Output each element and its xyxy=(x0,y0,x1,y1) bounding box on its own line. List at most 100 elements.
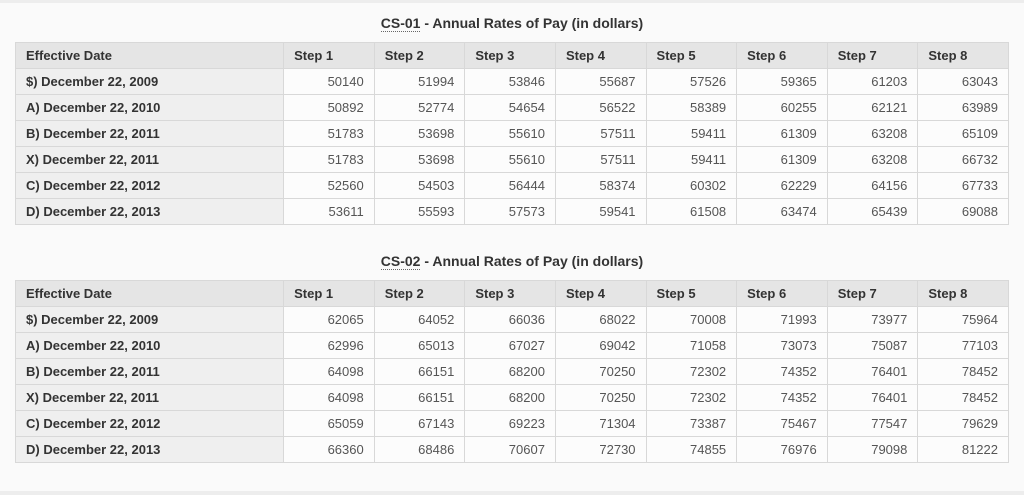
pay-rate-value: 68486 xyxy=(373,436,466,463)
effective-date-label: C) December 22, 2012 xyxy=(14,410,285,437)
pay-rate-value: 63208 xyxy=(826,120,919,147)
classification-abbr: CS-01 xyxy=(380,15,421,32)
pay-rate-value: 72730 xyxy=(554,436,647,463)
step-column-header: Step 2 xyxy=(373,280,466,307)
effective-date-label: X) December 22, 2011 xyxy=(14,384,285,411)
pay-rate-value: 62229 xyxy=(736,172,828,199)
pay-rate-value: 74352 xyxy=(736,384,828,411)
pay-rate-value: 55610 xyxy=(464,146,556,173)
step-column-header: Step 2 xyxy=(373,42,466,69)
pay-rate-value: 75964 xyxy=(917,306,1009,333)
table-row: A) December 22, 2010 62996 65013 67027 69042… xyxy=(14,332,1009,359)
pay-rate-value: 52560 xyxy=(283,172,375,199)
pay-rate-value: 71304 xyxy=(554,410,647,437)
pay-rate-value: 57511 xyxy=(554,146,647,173)
page-container: CS-01 - Annual Rates of Pay (in dollars)… xyxy=(0,3,1024,491)
pay-rate-value: 70250 xyxy=(554,384,647,411)
pay-rate-value: 66036 xyxy=(464,306,556,333)
table-row: C) December 22, 2012 65059 67143 69223 71304… xyxy=(14,410,1009,437)
pay-rate-value: 55593 xyxy=(373,198,466,225)
pay-rate-value: 57573 xyxy=(464,198,556,225)
pay-rate-value: 72302 xyxy=(645,384,738,411)
step-column-header: Step 6 xyxy=(736,42,828,69)
pay-table-section-cs01: CS-01 - Annual Rates of Pay (in dollars)… xyxy=(14,15,1009,225)
pay-rate-value: 70008 xyxy=(645,306,738,333)
classification-abbr: CS-02 xyxy=(380,253,421,270)
pay-rate-value: 61309 xyxy=(736,146,828,173)
table-row: B) December 22, 2011 64098 66151 68200 70250… xyxy=(14,358,1009,385)
pay-rate-value: 63474 xyxy=(736,198,828,225)
step-column-header: Step 8 xyxy=(917,42,1009,69)
pay-rate-value: 65059 xyxy=(283,410,375,437)
pay-rate-value: 62121 xyxy=(826,94,919,121)
table-row: D) December 22, 2013 53611 55593 57573 59541… xyxy=(14,198,1009,225)
pay-rate-value: 54503 xyxy=(373,172,466,199)
table-row: X) December 22, 2011 51783 53698 55610 57511… xyxy=(14,146,1009,173)
pay-rate-value: 64098 xyxy=(283,384,375,411)
pay-rate-value: 60302 xyxy=(645,172,738,199)
pay-rate-value: 63208 xyxy=(826,146,919,173)
table-title-cs02: CS-02 - Annual Rates of Pay (in dollars) xyxy=(15,253,1009,270)
pay-rate-value: 71993 xyxy=(736,306,828,333)
pay-table-section-cs02: CS-02 - Annual Rates of Pay (in dollars)… xyxy=(14,253,1009,463)
table-row: $) December 22, 2009 50140 51994 53846 55687… xyxy=(14,68,1009,95)
pay-rate-value: 61309 xyxy=(736,120,828,147)
pay-rate-value: 55610 xyxy=(464,120,556,147)
table-row: D) December 22, 2013 66360 68486 70607 72730… xyxy=(14,436,1009,463)
pay-rate-value: 66732 xyxy=(917,146,1009,173)
pay-rate-value: 69088 xyxy=(917,198,1009,225)
pay-rate-value: 63989 xyxy=(917,94,1009,121)
pay-rate-value: 77103 xyxy=(917,332,1009,359)
effective-date-label: $) December 22, 2009 xyxy=(14,68,285,95)
pay-rate-value: 57526 xyxy=(645,68,738,95)
pay-rate-value: 50140 xyxy=(283,68,375,95)
pay-rate-value: 60255 xyxy=(736,94,828,121)
pay-rate-value: 67143 xyxy=(373,410,466,437)
effective-date-label: $) December 22, 2009 xyxy=(14,306,285,333)
pay-rate-value: 58374 xyxy=(554,172,647,199)
effective-date-label: D) December 22, 2013 xyxy=(14,436,285,463)
pay-rate-value: 74352 xyxy=(736,358,828,385)
pay-rate-value: 77547 xyxy=(826,410,919,437)
step-column-header: Step 3 xyxy=(464,42,556,69)
pay-rate-value: 63043 xyxy=(917,68,1009,95)
effective-date-label: D) December 22, 2013 xyxy=(14,198,285,225)
pay-rate-value: 70250 xyxy=(554,358,647,385)
pay-rate-value: 69042 xyxy=(554,332,647,359)
table-row: $) December 22, 2009 62065 64052 66036 68022… xyxy=(14,306,1009,333)
pay-rate-value: 73977 xyxy=(826,306,919,333)
pay-rate-value: 69223 xyxy=(464,410,556,437)
step-column-header: Step 7 xyxy=(826,42,919,69)
pay-rate-value: 51994 xyxy=(373,68,466,95)
pay-rate-value: 56522 xyxy=(554,94,647,121)
step-column-header: Step 3 xyxy=(464,280,556,307)
pay-rate-value: 65439 xyxy=(826,198,919,225)
pay-rate-value: 64098 xyxy=(283,358,375,385)
pay-rate-value: 64052 xyxy=(373,306,466,333)
pay-rate-value: 54654 xyxy=(464,94,556,121)
table-row: A) December 22, 2010 50892 52774 54654 56522… xyxy=(14,94,1009,121)
pay-rate-value: 67733 xyxy=(917,172,1009,199)
pay-rate-value: 68200 xyxy=(464,384,556,411)
table-title-text: - Annual Rates of Pay (in dollars) xyxy=(420,253,644,269)
pay-rate-value: 56444 xyxy=(464,172,556,199)
effective-date-label: B) December 22, 2011 xyxy=(14,358,285,385)
step-column-header: Step 4 xyxy=(554,42,647,69)
step-column-header: Step 8 xyxy=(917,280,1009,307)
pay-rate-value: 76976 xyxy=(736,436,828,463)
pay-rate-value: 66151 xyxy=(373,358,466,385)
step-column-header: Step 1 xyxy=(283,280,375,307)
pay-rate-value: 52774 xyxy=(373,94,466,121)
pay-rates-table-cs02: Effective Date Step 1 Step 2 Step 3 Step 4 St… xyxy=(14,280,1009,463)
step-column-header: Step 5 xyxy=(645,280,738,307)
pay-rate-value: 78452 xyxy=(917,358,1009,385)
pay-rate-value: 66360 xyxy=(283,436,375,463)
pay-rate-value: 65013 xyxy=(373,332,466,359)
table-row: X) December 22, 2011 64098 66151 68200 70250… xyxy=(14,384,1009,411)
step-column-header: Step 6 xyxy=(736,280,828,307)
pay-rate-value: 75467 xyxy=(736,410,828,437)
effective-date-label: B) December 22, 2011 xyxy=(14,120,285,147)
pay-rate-value: 62996 xyxy=(283,332,375,359)
pay-rate-value: 67027 xyxy=(464,332,556,359)
pay-rate-value: 51783 xyxy=(283,146,375,173)
